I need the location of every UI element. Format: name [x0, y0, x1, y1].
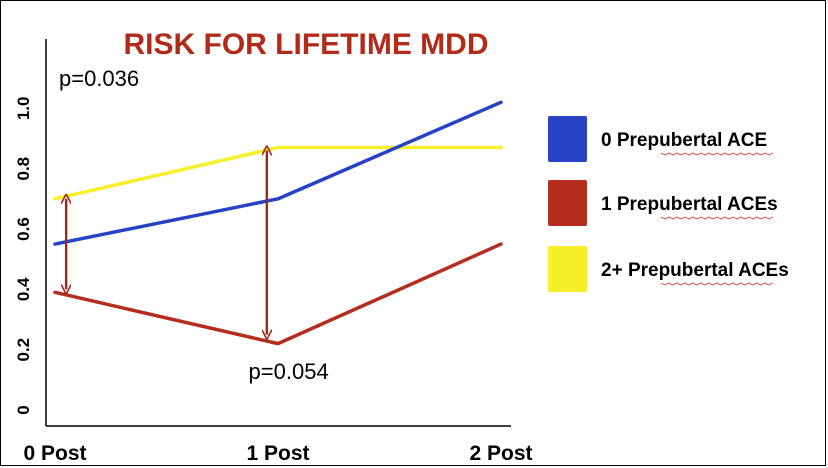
- x-tick-label: 2 Post: [469, 442, 532, 465]
- y-tick-label: 0: [14, 405, 33, 414]
- legend-label: 0 Prepubertal ACE: [601, 130, 767, 151]
- y-tick-label: 0.4: [14, 277, 33, 301]
- annotation-arrows: [66, 151, 267, 335]
- x-tick-label: 1 Post: [246, 442, 309, 465]
- y-tick-label: 0.6: [14, 217, 33, 241]
- y-tick-label: 0.2: [14, 338, 33, 362]
- series-lines: [53, 100, 503, 346]
- spellcheck-underline: [660, 216, 774, 220]
- p-value-annotation: p=0.054: [249, 359, 329, 384]
- legend-swatch: [548, 180, 587, 226]
- x-tick-labels: 0 Post 1 Post 2 Post: [23, 442, 532, 465]
- legend-label: 2+ Prepubertal ACEs: [601, 260, 789, 281]
- y-tick-label: 1.0: [14, 97, 33, 121]
- chart-title: RISK FOR LIFETIME MDD: [124, 28, 489, 61]
- annotations: p=0.036 p=0.054: [59, 66, 329, 384]
- series-line-1-prepubertal-aces: [53, 242, 503, 346]
- legend-swatch: [548, 116, 587, 162]
- series-line-2-prepubertal-aces: [53, 145, 503, 201]
- y-tick-labels: 0 0.2 0.4 0.6 0.8 1.0: [14, 97, 33, 415]
- spellcheck-underline: [660, 152, 774, 156]
- legend-label: 1 Prepubertal ACEs: [601, 194, 778, 215]
- p-value-annotation: p=0.036: [59, 66, 139, 91]
- legend-swatch: [548, 246, 587, 292]
- x-tick-label: 0 Post: [23, 442, 86, 465]
- y-tick-label: 0.8: [14, 157, 33, 181]
- series-line-0-prepubertal-ace: [53, 100, 503, 246]
- spellcheck-underline: [660, 282, 774, 286]
- legend: 0 Prepubertal ACE 1 Prepubertal ACEs 2+ Pr…: [548, 116, 789, 292]
